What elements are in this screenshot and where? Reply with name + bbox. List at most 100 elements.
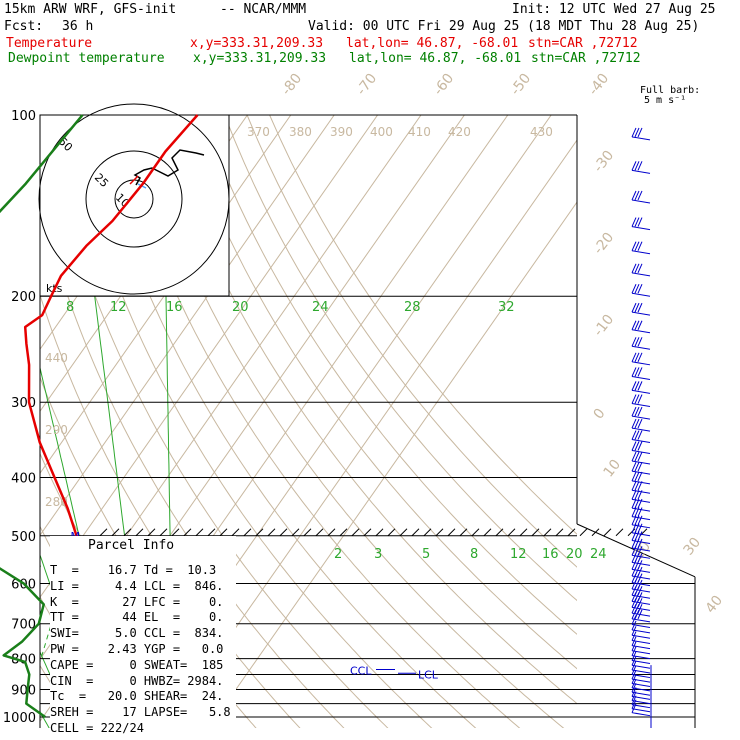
wind-barb-feather <box>634 381 640 391</box>
wind-barb-feather <box>634 263 640 274</box>
hatch-mark <box>183 528 192 537</box>
wind-barb-feather <box>634 161 640 171</box>
wind-barb-feather <box>631 507 637 517</box>
wind-barb-feather <box>631 566 637 577</box>
temperature-tick-label: 10 <box>601 457 625 481</box>
hatch-mark <box>111 528 120 537</box>
wind-barb-feather <box>631 190 637 201</box>
hatch-mark <box>219 528 228 537</box>
hodograph-ring <box>85 150 183 248</box>
pressure-label: 300 <box>11 396 36 411</box>
wind-barb-shaft <box>631 169 651 174</box>
wind-barb-feather <box>634 481 640 491</box>
hatch-mark <box>459 528 468 537</box>
pressure-label: 1000 <box>3 711 36 726</box>
hatch-mark <box>543 528 552 537</box>
wind-barb-feather <box>631 695 637 705</box>
wind-barb-feather <box>631 490 637 500</box>
parcel-info-row: CELL = 222/24 <box>50 720 144 735</box>
wind-barb-shaft <box>631 345 651 350</box>
parcel-info-row: SREH = 17 LAPSE= 5.8 <box>50 705 231 720</box>
wind-barb-feather <box>631 687 637 697</box>
isotherm-line <box>40 115 335 537</box>
temp-latlon: lat,lon= 46.87, -68.01 <box>346 36 519 51</box>
init-time: Init: 12 UTC Wed 27 Aug 25 <box>512 2 716 17</box>
wind-barb-shaft <box>631 361 651 366</box>
wind-barb-shaft <box>631 650 651 655</box>
theta-label: 440 <box>45 351 68 365</box>
hatch-mark <box>399 528 408 537</box>
wind-barb-feather <box>637 161 643 171</box>
wind-barb-shaft <box>631 226 651 231</box>
pressure-label: 500 <box>11 530 36 545</box>
wind-barb-shaft <box>631 640 651 645</box>
org-title: -- NCAR/MMM <box>220 2 307 17</box>
wind-barb-shaft <box>631 645 651 650</box>
temperature-tick-label: -60 <box>431 71 458 99</box>
wind-barb-feather <box>631 665 637 675</box>
wind-barb-feather <box>631 641 637 651</box>
wind-barb-feather <box>631 217 637 227</box>
wind-barb-feather <box>631 579 637 590</box>
temp-xy: x,y=333.31,209.33 <box>190 36 324 51</box>
dry-adiabat-line <box>44 115 389 728</box>
hatch-mark <box>375 528 384 537</box>
hatch-mark <box>279 528 288 537</box>
wind-barb-shaft <box>631 329 651 334</box>
theta-label: 370 <box>247 125 270 139</box>
wind-barb-feather <box>634 430 640 440</box>
wind-barb-feather <box>634 217 640 227</box>
fcst-value: 36 h <box>62 19 94 34</box>
wind-barb-feather <box>631 656 637 666</box>
theta-label: 290 <box>45 423 68 437</box>
wind-barb-feather <box>634 337 640 347</box>
wind-barb-feather <box>637 394 643 404</box>
wind-barb-shaft <box>631 427 651 432</box>
temperature-tick-label: -10 <box>591 312 618 340</box>
wind-barb-shaft <box>631 655 651 660</box>
wind-barb-shaft <box>631 292 651 297</box>
moist-adiabat-label: 32 <box>498 300 515 315</box>
dry-adiabat-line <box>224 115 577 602</box>
wind-barb-feather <box>634 507 640 517</box>
wind-barb-feather <box>631 367 637 377</box>
wind-barb-feather <box>631 284 637 294</box>
hatch-mark <box>363 528 372 537</box>
wind-barb-shaft <box>631 439 651 444</box>
wind-barb-feather <box>631 406 637 417</box>
hatch-mark <box>123 528 132 537</box>
wind-barb-feather <box>631 531 637 541</box>
legend-temperature: Temperature <box>6 36 93 51</box>
wind-barb-shaft <box>631 250 651 255</box>
theta-label: 390 <box>330 125 353 139</box>
barb-label-1: Full barb: <box>640 85 701 96</box>
theta-label: 420 <box>448 125 471 139</box>
temperature-tick-label: 40 <box>703 593 727 617</box>
hatch-mark <box>447 528 456 537</box>
wind-barb-feather <box>631 394 637 404</box>
wind-barb-feather <box>631 598 637 608</box>
dry-adiabat-line <box>66 115 433 728</box>
temperature-tick-label: -50 <box>508 71 535 99</box>
wind-barb-feather <box>637 381 643 391</box>
pressure-label: 100 <box>11 109 36 124</box>
moist-adiabat-line <box>0 296 1 730</box>
wind-barb-feather <box>637 367 643 377</box>
parcel-info-row: CAPE = 0 SWEAT= 185 <box>50 657 224 672</box>
wind-barb-feather <box>631 682 637 693</box>
wind-barb-feather <box>634 302 640 313</box>
wind-barb-shaft <box>631 375 651 380</box>
wind-barb-feather <box>631 430 637 440</box>
parcel-info-title: Parcel Info <box>88 538 175 553</box>
wind-barb-feather <box>631 560 637 570</box>
dry-adiabat-line <box>201 115 577 635</box>
hatch-mark <box>327 528 336 537</box>
hatch-mark <box>531 528 540 537</box>
isotherm-line <box>40 115 379 599</box>
wind-barb-feather <box>631 352 637 363</box>
pressure-label: 400 <box>11 471 36 486</box>
pressure-label: 900 <box>11 683 36 698</box>
wind-barb-feather <box>637 337 643 347</box>
wind-barb-feather <box>631 674 637 684</box>
moist-adiabat-label: 8 <box>66 300 74 315</box>
